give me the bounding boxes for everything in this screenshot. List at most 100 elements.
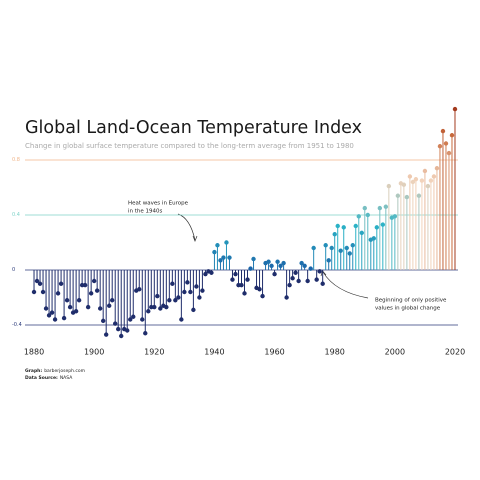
dot (149, 304, 154, 310)
dot (266, 259, 271, 264)
dot (341, 225, 346, 230)
annotation-text: Heat waves in Europe (128, 201, 189, 207)
dot (374, 225, 380, 230)
dot (245, 277, 250, 282)
dot (299, 260, 304, 266)
dot (251, 256, 256, 262)
dot (137, 287, 142, 292)
dot (43, 306, 49, 311)
dot (224, 240, 229, 245)
x-tick-label: 1900 (84, 348, 104, 357)
annotations: Heat waves in Europe in the 1940s Beginnin… (128, 201, 447, 312)
dot (152, 304, 157, 310)
chart-subtitle: Change in global surface temperature com… (25, 142, 354, 150)
dot (40, 289, 46, 295)
x-tick-label: 1880 (24, 348, 44, 357)
dot (239, 282, 244, 288)
dot (49, 310, 55, 315)
dot (422, 168, 428, 174)
dot (164, 304, 169, 310)
dot (347, 251, 352, 256)
dot (158, 306, 163, 311)
dot (377, 205, 383, 211)
annotation-arrow (322, 271, 369, 299)
y-tick-label: 0.8 (12, 157, 20, 163)
dot (353, 223, 358, 229)
dot (182, 289, 187, 295)
dot (311, 245, 316, 251)
dot (209, 270, 214, 275)
dot (407, 174, 413, 179)
dot (284, 295, 289, 300)
dot (131, 314, 136, 319)
dot (116, 326, 121, 332)
dot (383, 204, 389, 209)
dot (446, 150, 452, 156)
y-tick-label: -0.4 (12, 322, 22, 328)
x-tick-label: 1960 (264, 348, 284, 357)
dot (143, 331, 148, 336)
dot (293, 270, 298, 275)
dot (212, 249, 217, 255)
credit-label: Data Source: (25, 375, 58, 381)
dot (221, 255, 226, 260)
dot (326, 258, 331, 263)
dot (218, 258, 223, 263)
dot (416, 193, 422, 198)
dot (170, 281, 175, 286)
dot (73, 309, 79, 314)
dot (344, 245, 349, 251)
dot (167, 298, 172, 303)
dot (146, 309, 151, 314)
dot (329, 245, 334, 251)
dot (371, 236, 377, 241)
dot (236, 282, 241, 288)
dot (338, 248, 343, 253)
dot (275, 259, 280, 264)
dot (317, 269, 322, 274)
dot (308, 266, 313, 271)
dot (79, 282, 85, 288)
dot (230, 277, 235, 282)
dot (404, 194, 410, 200)
dot (58, 281, 64, 286)
dot (140, 317, 145, 322)
dot (85, 304, 91, 310)
dot (305, 278, 310, 284)
dot (425, 183, 431, 189)
dot (419, 178, 425, 183)
dot (287, 282, 292, 288)
dot (350, 243, 355, 248)
dot (173, 298, 178, 303)
dot (278, 263, 283, 269)
dot (91, 278, 97, 284)
credit: Graph: barberjoseph.com (25, 368, 85, 374)
dot (428, 178, 434, 183)
dot (197, 295, 202, 300)
dot (257, 287, 262, 292)
dot (100, 318, 106, 324)
dot (449, 133, 455, 138)
dot (82, 282, 88, 288)
dot (155, 293, 160, 299)
dot (290, 276, 295, 281)
dot (67, 304, 73, 310)
annotation-text: Beginning of only positive (375, 298, 447, 304)
credit-label: Graph: (25, 368, 42, 374)
dot (34, 278, 40, 284)
dot (76, 298, 82, 303)
dot (440, 128, 446, 134)
dot (332, 232, 337, 237)
dot (386, 183, 392, 189)
dot (380, 222, 386, 227)
dot (437, 144, 443, 149)
dot (335, 223, 340, 229)
annotation-text: values in global change (375, 306, 441, 312)
y-tick-label: 0 (12, 267, 15, 273)
dot (233, 271, 238, 277)
x-tick-label: 2020 (445, 348, 465, 357)
dot (296, 278, 301, 284)
dot (31, 289, 37, 295)
